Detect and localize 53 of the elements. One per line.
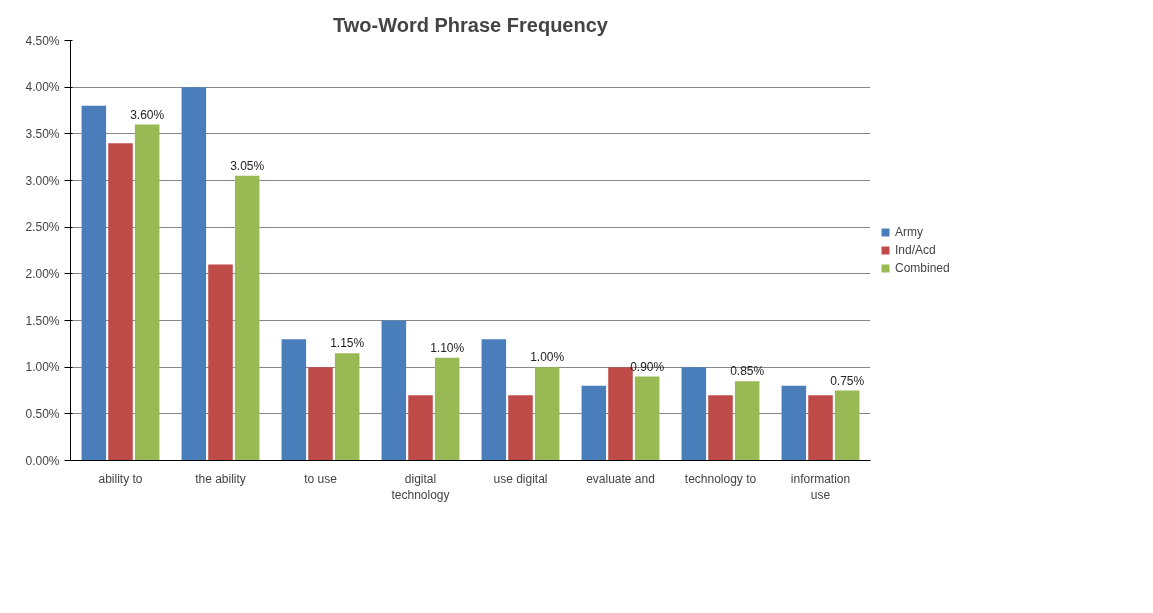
data-label: 0.90%: [630, 359, 665, 374]
legend-label: Army: [895, 225, 923, 239]
y-tick-label: 3.00%: [25, 173, 60, 188]
y-tick-label: 1.50%: [25, 313, 60, 328]
data-label: 3.60%: [130, 107, 165, 122]
bar: [834, 390, 860, 461]
legend-label: Ind/Acd: [895, 243, 936, 257]
x-tick-label: to use: [304, 471, 338, 486]
x-tick-label: the ability: [195, 471, 246, 486]
chart-title: Two-Word Phrase Frequency: [333, 13, 609, 36]
bar: [281, 339, 307, 461]
bar: [308, 367, 333, 461]
x-tick-label: digital technology: [391, 471, 450, 503]
bar: [781, 385, 807, 461]
data-label: 0.75%: [830, 373, 865, 388]
data-label: 0.85%: [730, 364, 765, 379]
bar: [434, 357, 460, 461]
x-tick-label: use digital: [493, 471, 548, 486]
y-tick-label: 0.50%: [25, 406, 60, 421]
y-tick-label: 1.00%: [25, 360, 60, 375]
data-label: 1.00%: [530, 350, 565, 365]
bar: [134, 124, 160, 461]
x-tick-label: information use: [790, 471, 851, 503]
bar: [381, 320, 407, 461]
bar: [534, 367, 560, 461]
bar: [234, 175, 260, 461]
bar: [508, 395, 533, 461]
legend-label: Combined: [895, 261, 950, 275]
bar: [108, 143, 133, 461]
y-tick-label: 2.50%: [25, 220, 60, 235]
y-tick-label: 2.00%: [25, 266, 60, 281]
bar: [808, 395, 833, 461]
bar: [708, 395, 733, 461]
y-tick-label: 3.50%: [25, 126, 60, 141]
data-label: 3.05%: [230, 158, 265, 173]
data-label: 1.15%: [330, 336, 365, 351]
y-tick-label: 4.00%: [25, 80, 60, 95]
x-tick-label: evaluate and: [586, 471, 655, 486]
bar: [181, 87, 207, 461]
y-tick-label: 4.50%: [25, 33, 60, 48]
bar: [481, 339, 507, 461]
bar: [581, 385, 607, 461]
bar: [681, 367, 707, 461]
data-label: 1.10%: [430, 340, 465, 355]
x-tick-label: ability to: [98, 471, 143, 486]
bar: [334, 353, 360, 461]
bar: [408, 395, 433, 461]
x-tick-label: technology to: [684, 471, 757, 486]
bar: [81, 105, 107, 461]
bar: [208, 264, 233, 461]
bar: [634, 376, 660, 461]
y-tick-label: 0.00%: [25, 453, 60, 468]
bar: [734, 381, 760, 461]
